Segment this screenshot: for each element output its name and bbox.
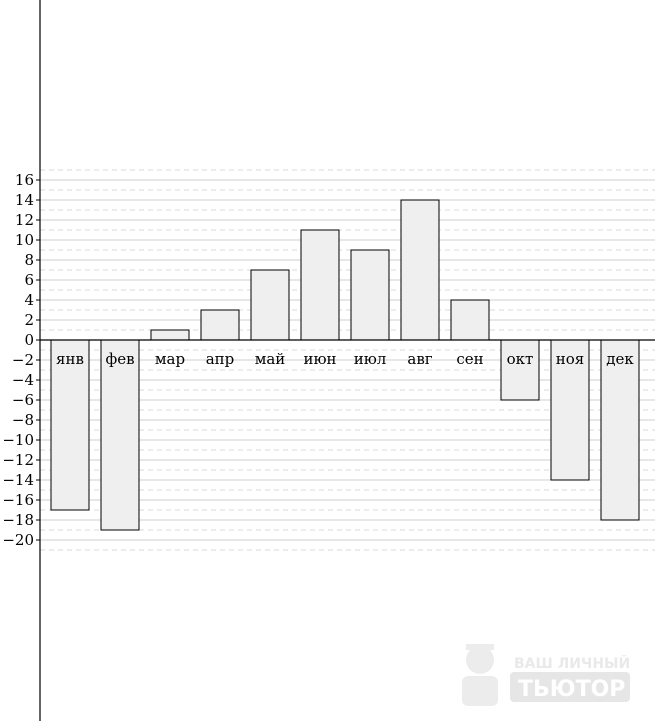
y-tick-label: 12 bbox=[15, 211, 34, 229]
grid-lines bbox=[40, 169, 655, 551]
bars bbox=[50, 199, 640, 531]
category-label: фев bbox=[105, 350, 134, 368]
y-tick-label: 10 bbox=[15, 231, 34, 249]
y-tick-label: −10 bbox=[2, 431, 34, 449]
y-tick-label: −12 bbox=[2, 451, 34, 469]
y-tick-label: −8 bbox=[12, 411, 34, 429]
y-tick-label: 6 bbox=[24, 271, 34, 289]
y-tick-label: −2 bbox=[12, 351, 34, 369]
category-labels: янв фев мар апр май июн июл авг сен окт ноя дек bbox=[56, 350, 634, 368]
category-label: авг bbox=[407, 350, 432, 368]
y-tick-label: −18 bbox=[2, 511, 34, 529]
category-label: окт bbox=[507, 350, 534, 368]
y-tick-label: −20 bbox=[2, 531, 34, 549]
y-tick-label: 0 bbox=[24, 331, 34, 349]
category-label: янв bbox=[56, 350, 84, 368]
category-label: май bbox=[255, 350, 286, 368]
bar bbox=[250, 269, 290, 341]
category-label: ноя bbox=[556, 350, 585, 368]
category-label: сен bbox=[456, 350, 483, 368]
category-label: июл bbox=[354, 350, 387, 368]
bar bbox=[200, 309, 240, 341]
category-label: мар bbox=[155, 350, 185, 368]
watermark-line2: ТЬЮТОР bbox=[518, 677, 625, 702]
watermark: ВАШ ЛИЧНЫЙ ТЬЮТОР bbox=[462, 644, 630, 706]
bar bbox=[150, 329, 190, 341]
category-label: апр bbox=[206, 350, 235, 368]
bar bbox=[350, 249, 390, 341]
watermark-badge bbox=[510, 672, 630, 702]
y-tick-label: −14 bbox=[2, 471, 34, 489]
y-tick-label: 2 bbox=[24, 311, 34, 329]
y-tick-label: 16 bbox=[15, 171, 34, 189]
bar bbox=[500, 339, 540, 401]
y-tick-label: 4 bbox=[24, 291, 34, 309]
y-tick-label: 14 bbox=[15, 191, 34, 209]
y-tick-label: −4 bbox=[12, 371, 34, 389]
bar bbox=[100, 339, 140, 531]
bar bbox=[600, 339, 640, 521]
watermark-line1: ВАШ ЛИЧНЫЙ bbox=[514, 655, 630, 672]
bar bbox=[300, 229, 340, 341]
y-tick-label: −6 bbox=[12, 391, 34, 409]
y-tick-labels: 16 14 12 10 8 6 4 2 0 −2 −4 −6 −8 −10 −12 −14 −16 −18 −20 bbox=[2, 171, 40, 549]
bar bbox=[400, 199, 440, 341]
bar bbox=[50, 339, 90, 511]
tutor-mascot-icon bbox=[462, 644, 498, 706]
category-label: дек bbox=[606, 350, 634, 368]
bar bbox=[450, 299, 490, 341]
category-label: июн bbox=[303, 350, 336, 368]
y-tick-label: −16 bbox=[2, 491, 34, 509]
y-tick-label: 8 bbox=[24, 251, 34, 269]
